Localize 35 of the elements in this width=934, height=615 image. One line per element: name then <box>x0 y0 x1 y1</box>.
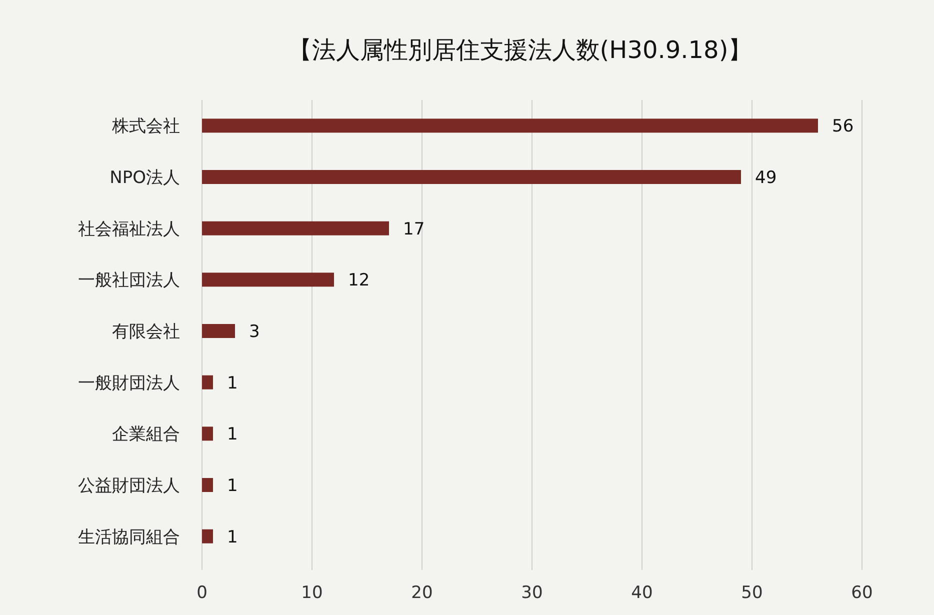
data-label: 3 <box>249 322 260 342</box>
y-tick-label: NPO法人 <box>110 168 180 188</box>
bar <box>202 118 818 133</box>
data-label: 49 <box>755 168 777 188</box>
data-label: 1 <box>227 527 238 548</box>
data-label: 17 <box>403 219 425 240</box>
bar <box>202 529 213 544</box>
data-label: 1 <box>227 424 238 445</box>
y-tick-label: 株式会社 <box>111 116 180 137</box>
data-label: 12 <box>348 270 370 291</box>
x-tick-label: 30 <box>521 583 543 603</box>
y-tick-label: 有限会社 <box>112 322 180 342</box>
x-tick-label: 10 <box>301 583 323 603</box>
bar <box>202 170 741 184</box>
x-tick-label: 60 <box>851 583 873 603</box>
y-tick-label: 一般財団法人 <box>78 373 180 394</box>
y-tick-label: 企業組合 <box>112 424 180 445</box>
bar <box>202 272 334 287</box>
y-tick-label: 生活協同組合 <box>78 527 180 548</box>
x-tick-label: 0 <box>196 583 208 603</box>
bar <box>202 324 235 338</box>
y-tick-label: 社会福祉法人 <box>78 219 180 240</box>
chart-title: 【法人属性別居住支援法人数(H30.9.18)】 <box>288 36 752 64</box>
bar <box>202 478 213 492</box>
x-tick-label: 20 <box>411 583 433 603</box>
x-tick-label: 40 <box>631 583 653 603</box>
y-tick-label: 公益財団法人 <box>78 476 180 496</box>
bar <box>202 375 213 390</box>
data-label: 1 <box>227 373 238 394</box>
data-label: 56 <box>832 116 854 137</box>
x-tick-label: 50 <box>741 583 763 603</box>
bar <box>202 426 213 441</box>
bar <box>202 221 389 236</box>
data-label: 1 <box>227 476 238 496</box>
y-tick-label: 一般社団法人 <box>78 270 180 291</box>
